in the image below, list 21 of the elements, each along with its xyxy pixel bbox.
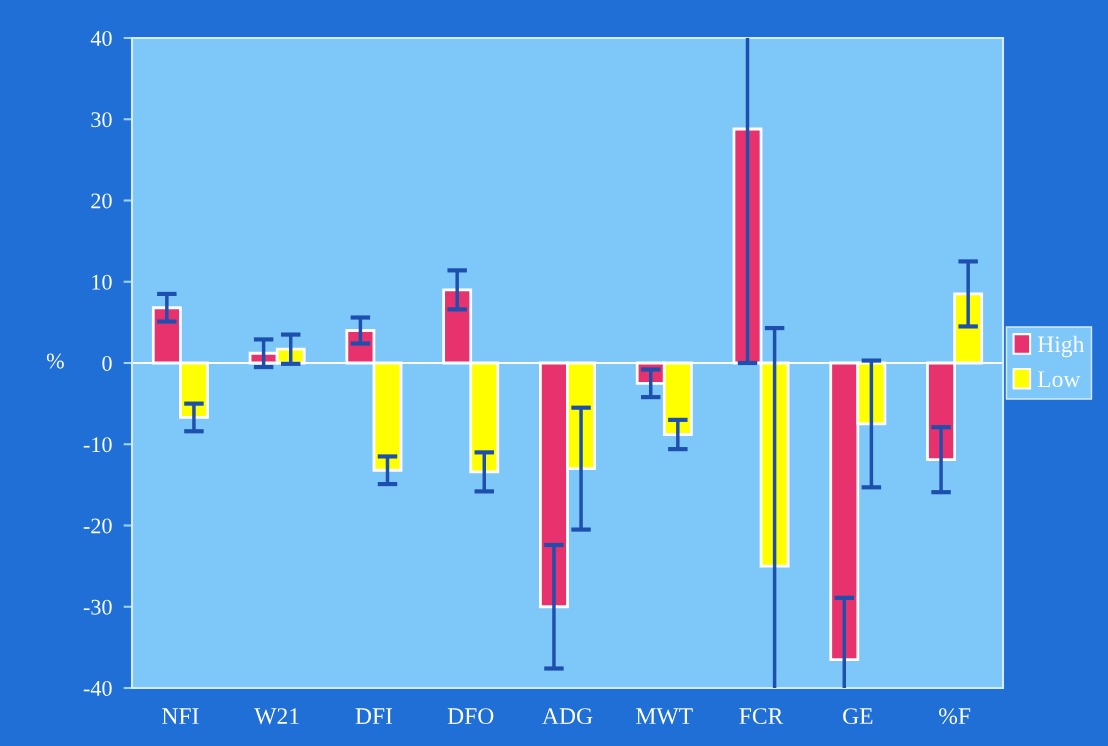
- y-tick-label: 20: [91, 193, 112, 209]
- y-tick-label: -10: [83, 437, 112, 453]
- x-tick-label: ADG: [542, 708, 593, 725]
- y-tick-label: 0: [102, 355, 112, 371]
- x-tick-label: GE: [843, 708, 873, 725]
- y-tick-label: 30: [91, 112, 112, 128]
- x-tick-label: %F: [939, 708, 971, 725]
- y-tick-label: -20: [83, 518, 112, 534]
- x-tick-label: DFI: [355, 708, 393, 724]
- y-tick-label: -30: [83, 599, 112, 615]
- x-tick-label: MWT: [636, 708, 693, 725]
- x-tick-label: DFO: [447, 708, 494, 725]
- y-tick-label: -40: [83, 680, 112, 696]
- x-tick-label: W21: [254, 708, 299, 725]
- x-tick-label: NFI: [162, 708, 199, 724]
- legend-label: High: [1037, 335, 1085, 358]
- legend-label: Low: [1037, 371, 1081, 388]
- x-tick-label: FCR: [739, 708, 784, 725]
- y-axis-title: %: [46, 353, 64, 369]
- y-tick-label: 10: [92, 274, 112, 290]
- y-tick-label: 40: [90, 30, 112, 46]
